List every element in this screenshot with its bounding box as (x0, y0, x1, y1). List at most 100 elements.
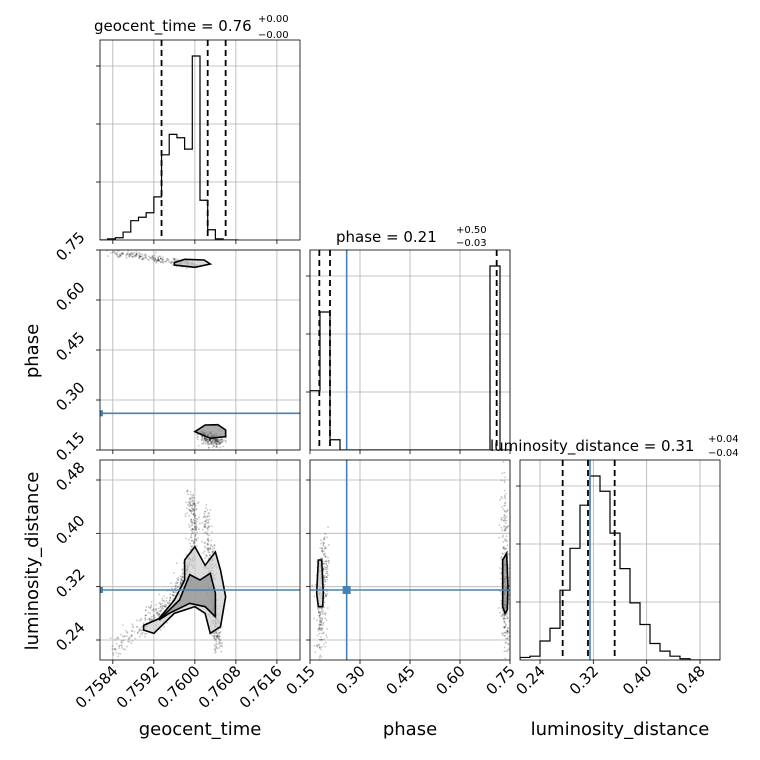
sample-point (168, 260, 170, 263)
sample-point (153, 260, 156, 263)
sample-point (218, 439, 221, 441)
sample-point (149, 612, 152, 615)
sample-point (112, 653, 115, 656)
sample-point (319, 613, 321, 616)
sample-point (164, 605, 167, 608)
sample-point (319, 557, 322, 560)
sample-point (214, 643, 217, 646)
sample-point (145, 632, 148, 635)
sample-point (135, 252, 138, 255)
sample-point (326, 592, 329, 595)
sample-point (500, 496, 503, 498)
sample-point (147, 617, 150, 620)
sample-point (210, 544, 212, 546)
sample-point (177, 576, 180, 579)
sample-point (117, 652, 120, 655)
truth-marker (100, 587, 103, 593)
sample-point (215, 636, 218, 639)
sample-point (207, 519, 210, 522)
sample-point (207, 525, 210, 528)
sample-point (322, 570, 325, 573)
sample-point (218, 642, 221, 644)
sample-point (135, 255, 138, 258)
sample-point (171, 587, 174, 590)
sample-point (216, 635, 219, 638)
sample-point (194, 525, 196, 528)
sample-point (204, 510, 206, 513)
sample-point (221, 438, 224, 441)
sample-point (133, 254, 136, 257)
sample-point (187, 493, 190, 496)
sample-point (328, 559, 330, 562)
sample-point (215, 635, 218, 638)
sample-point (218, 632, 221, 635)
sample-point (203, 545, 206, 548)
sample-point (320, 550, 323, 552)
sample-point (165, 597, 168, 599)
sample-point (210, 443, 213, 445)
sample-point (157, 258, 160, 261)
sample-point (324, 555, 326, 558)
sample-point (320, 636, 322, 638)
sample-point (501, 634, 504, 637)
sample-point (149, 257, 152, 260)
title-luminosity-distance: luminosity_distance = 0.31 (490, 437, 694, 456)
sample-point (171, 593, 174, 596)
sample-point (325, 560, 327, 563)
sample-point (502, 508, 505, 511)
sample-point (323, 574, 326, 577)
sample-point (213, 635, 216, 638)
sample-point (502, 461, 505, 463)
sample-point (216, 635, 218, 638)
sample-point (160, 257, 162, 260)
sample-point (319, 623, 322, 626)
sample-point (189, 542, 192, 545)
sample-point (216, 438, 218, 441)
sample-point (192, 542, 195, 544)
sample-point (503, 516, 505, 519)
sample-point (140, 629, 143, 632)
sample-point (215, 445, 218, 448)
sample-point (314, 651, 317, 654)
sample-point (158, 602, 161, 604)
sample-point (318, 624, 321, 627)
sample-point (155, 260, 158, 263)
sample-point (161, 260, 164, 263)
sample-point (322, 560, 325, 563)
sample-point (211, 440, 214, 443)
sample-point (208, 534, 210, 537)
sample-point (191, 527, 194, 530)
sample-point (208, 446, 210, 449)
sample-point (206, 555, 208, 558)
sample-point (322, 550, 325, 553)
sample-point (172, 594, 175, 597)
sample-point (319, 612, 321, 614)
sample-point (177, 579, 180, 582)
sample-point (190, 534, 193, 536)
sample-point (218, 635, 221, 638)
sample-point (130, 634, 133, 636)
sample-point (206, 532, 209, 535)
sample-point (153, 615, 155, 617)
sample-point (320, 608, 323, 610)
sample-point (215, 439, 217, 442)
sample-point (506, 617, 509, 620)
sample-point (172, 258, 175, 260)
sample-point (502, 541, 504, 543)
sample-point (205, 525, 207, 528)
sample-point (144, 635, 146, 638)
sample-point (507, 525, 510, 527)
sample-point (193, 510, 196, 513)
sample-point (165, 599, 168, 602)
sample-point (129, 636, 132, 639)
density-contour (193, 423, 227, 440)
sample-point (324, 533, 327, 536)
sample-point (131, 256, 134, 258)
sample-point (168, 601, 171, 604)
sample-point (221, 440, 224, 443)
sample-point (111, 648, 114, 650)
sample-point (209, 439, 211, 441)
sample-point (118, 644, 121, 647)
sample-point (503, 626, 506, 629)
sample-point (161, 602, 164, 605)
